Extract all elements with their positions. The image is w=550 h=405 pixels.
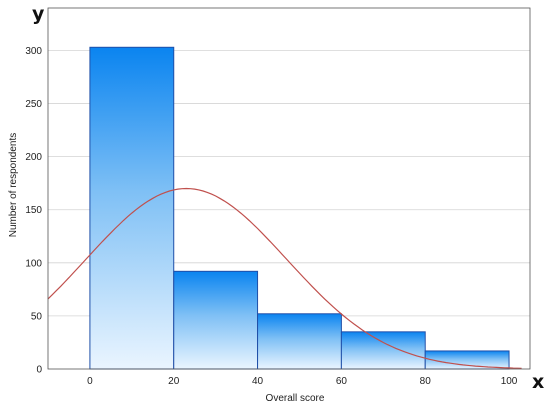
- fitted-normal-curve: [47, 187, 522, 369]
- histogram-bar: [257, 313, 342, 370]
- y-tick-label: 150: [25, 205, 42, 216]
- bars: [89, 46, 510, 370]
- y-axis-title: Number of respondents: [8, 133, 19, 238]
- x-tick-label: 80: [420, 376, 432, 387]
- x-tick-label: 20: [168, 376, 180, 387]
- y-tick-label: 200: [25, 152, 42, 163]
- x-axis-title: Overall score: [266, 393, 325, 404]
- x-tick-label: 40: [252, 376, 264, 387]
- y-tick-label: 0: [36, 365, 42, 376]
- x-tick-label: 60: [336, 376, 348, 387]
- y-tick-label: 50: [31, 311, 43, 322]
- corner-y-label: y: [32, 3, 45, 25]
- y-tick-label: 250: [25, 99, 42, 110]
- y-tick-label: 100: [25, 258, 42, 269]
- y-tick-labels: 0 50 100 150 200 250 300: [25, 46, 42, 376]
- x-tick-label: 0: [87, 376, 93, 387]
- plot-frame: [47, 7, 531, 370]
- x-tick-label: 100: [501, 376, 518, 387]
- histogram-bar: [424, 350, 510, 370]
- histogram-bar: [173, 270, 259, 370]
- x-tick-labels: 0 20 40 60 80 100: [87, 376, 518, 387]
- histogram-bar: [89, 46, 175, 370]
- corner-x-label: x: [532, 371, 544, 393]
- histogram-bar: [340, 331, 426, 370]
- y-tick-label: 300: [25, 46, 42, 57]
